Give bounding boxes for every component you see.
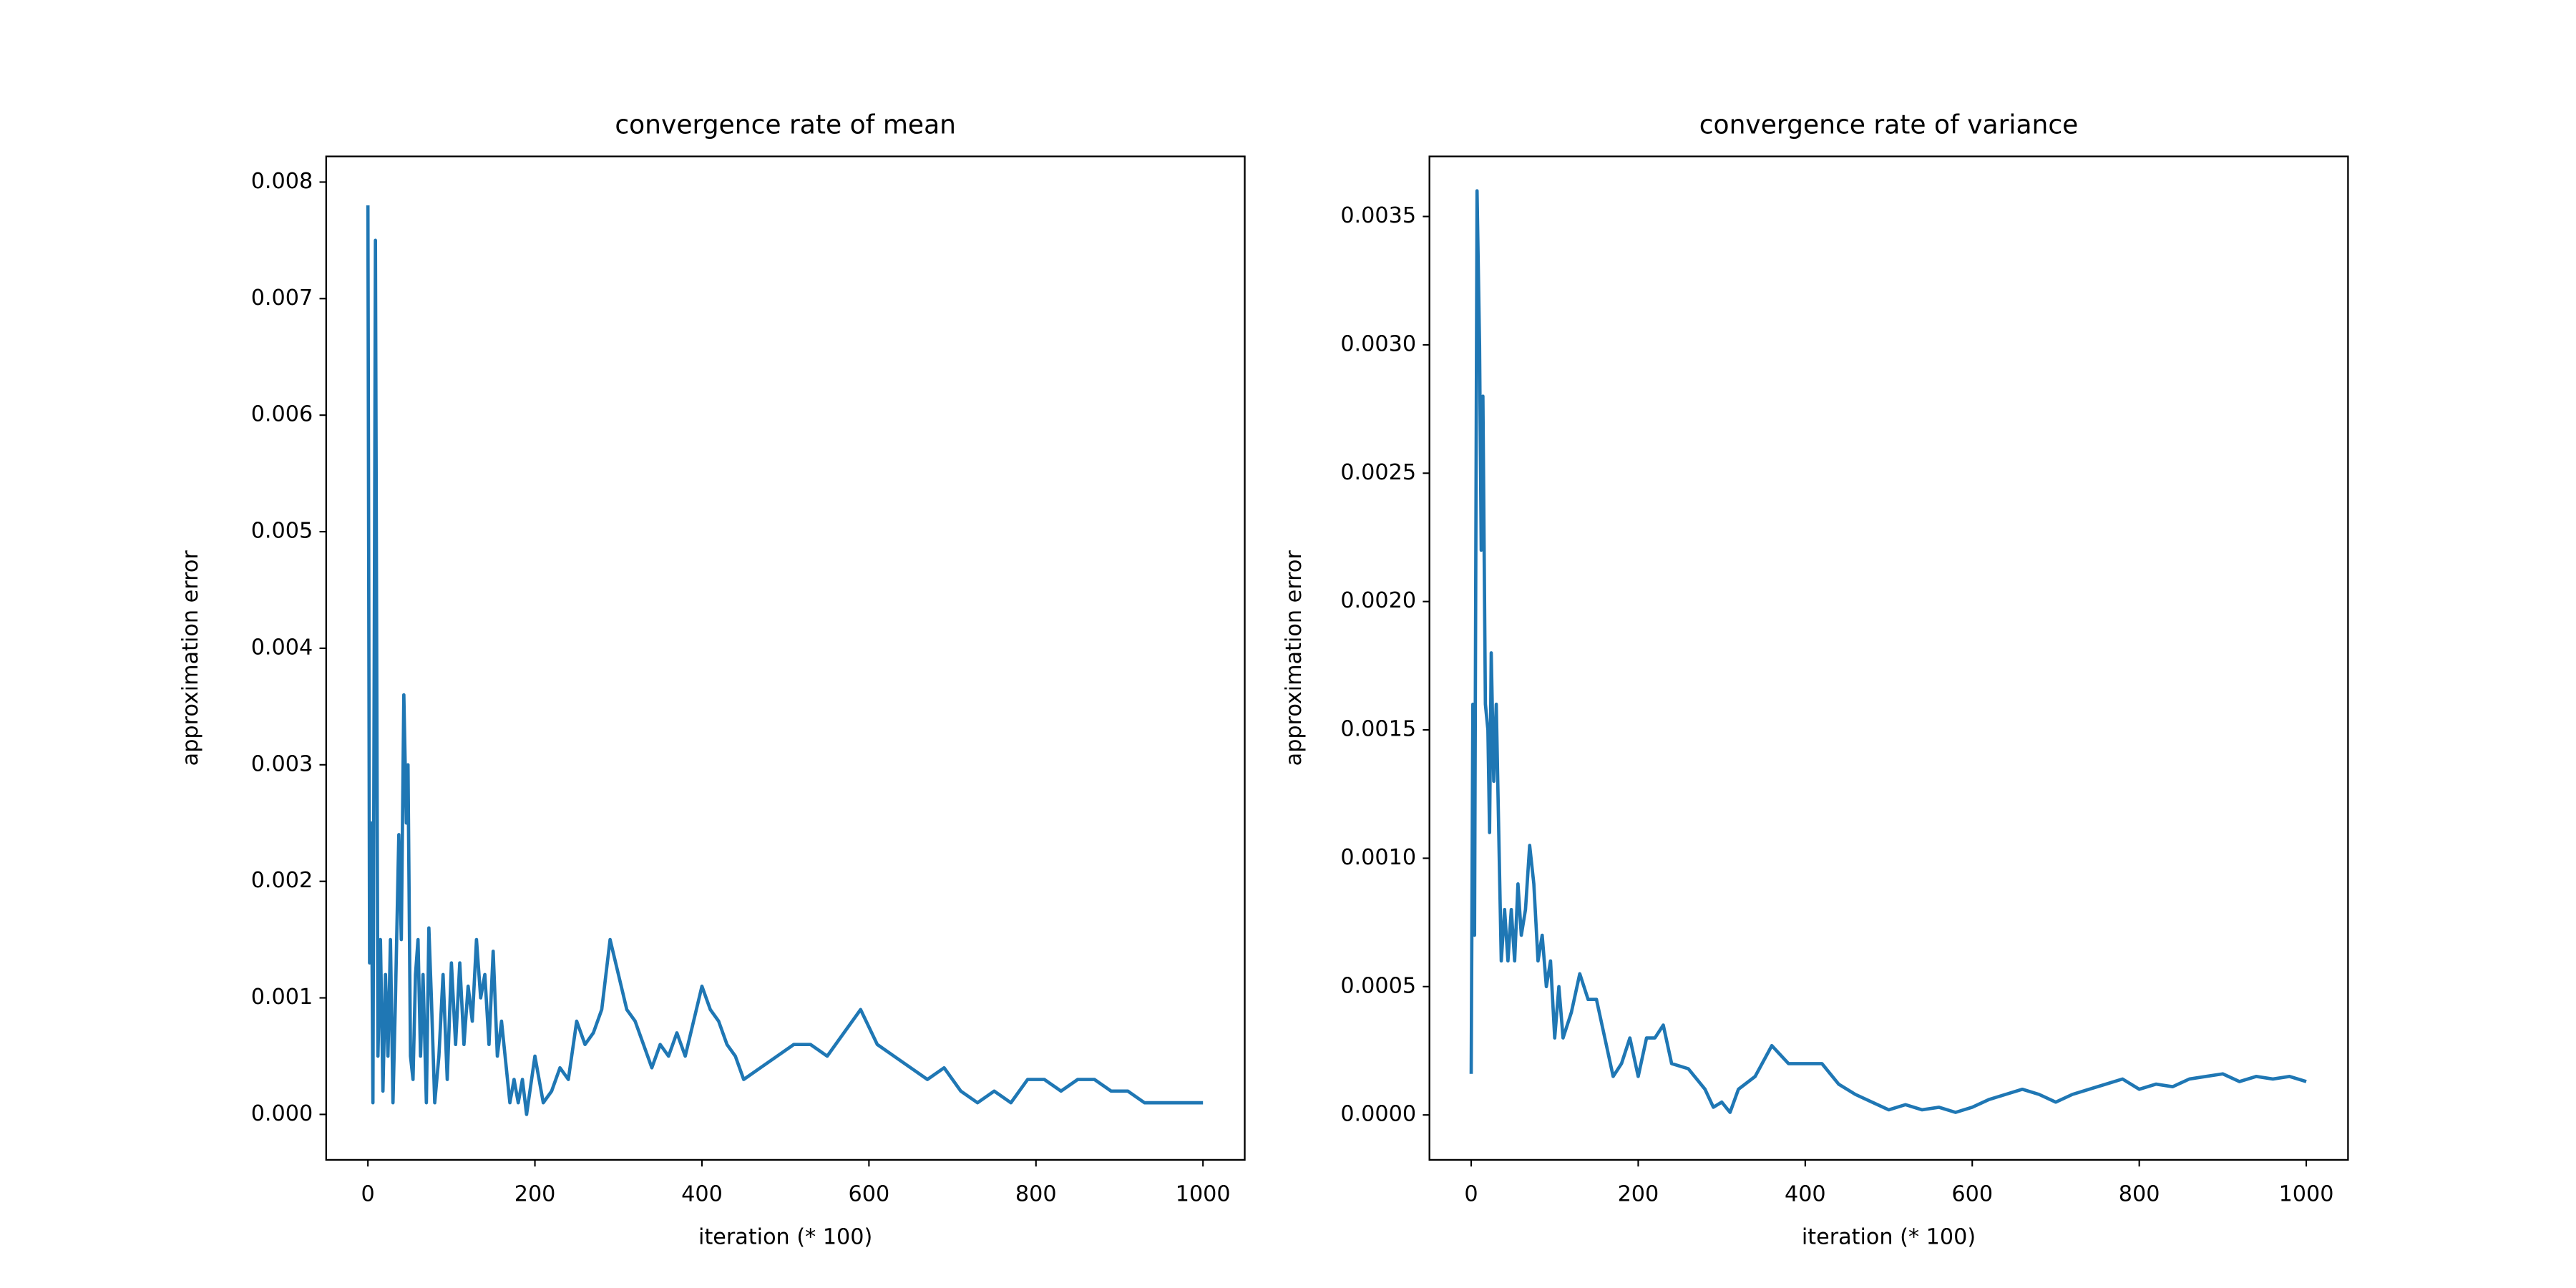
y-tick-label: 0.001	[251, 985, 313, 1010]
x-tick-label: 600	[849, 1181, 890, 1206]
y-axis-label: approximation error	[1282, 550, 1307, 766]
data-line	[366, 205, 1204, 1116]
y-tick-label: 0.008	[251, 169, 313, 194]
x-tick-label: 600	[1951, 1181, 1993, 1206]
y-tick-label: 0.003	[251, 751, 313, 776]
plot-frame	[1428, 155, 2349, 1161]
y-tick-label: 0.006	[251, 402, 313, 427]
data-line	[1469, 189, 2307, 1114]
x-tick-label: 200	[1618, 1181, 1659, 1206]
y-tick-label: 0.0030	[1340, 331, 1416, 356]
y-tick-label: 0.0005	[1340, 973, 1416, 998]
plot-frame	[325, 155, 1246, 1161]
x-axis-label: iteration (* 100)	[698, 1225, 872, 1250]
y-tick-label: 0.000	[251, 1101, 313, 1126]
x-tick-label: 200	[514, 1181, 556, 1206]
y-tick-label: 0.007	[251, 286, 313, 311]
x-tick-label: 400	[681, 1181, 723, 1206]
x-tick-label: 1000	[1176, 1181, 1231, 1206]
chart-title: convergence rate of variance	[1699, 111, 2079, 140]
y-tick-label: 0.0000	[1340, 1102, 1416, 1127]
x-tick-label: 0	[361, 1181, 375, 1206]
x-tick-label: 800	[2119, 1181, 2160, 1206]
y-tick-label: 0.002	[251, 868, 313, 893]
chart-title: convergence rate of mean	[615, 111, 956, 140]
y-tick-label: 0.0010	[1340, 845, 1416, 870]
x-tick-label: 400	[1785, 1181, 1826, 1206]
y-tick-label: 0.0035	[1340, 203, 1416, 228]
y-tick-label: 0.0015	[1340, 717, 1416, 742]
y-tick-label: 0.005	[251, 519, 313, 544]
x-tick-label: 1000	[2279, 1181, 2334, 1206]
y-tick-label: 0.0025	[1340, 460, 1416, 485]
x-tick-label: 0	[1464, 1181, 1478, 1206]
y-tick-label: 0.0020	[1340, 588, 1416, 613]
y-axis-label: approximation error	[178, 550, 203, 766]
y-tick-label: 0.004	[251, 635, 313, 660]
x-axis-label: iteration (* 100)	[1802, 1225, 1976, 1250]
x-tick-label: 800	[1015, 1181, 1057, 1206]
